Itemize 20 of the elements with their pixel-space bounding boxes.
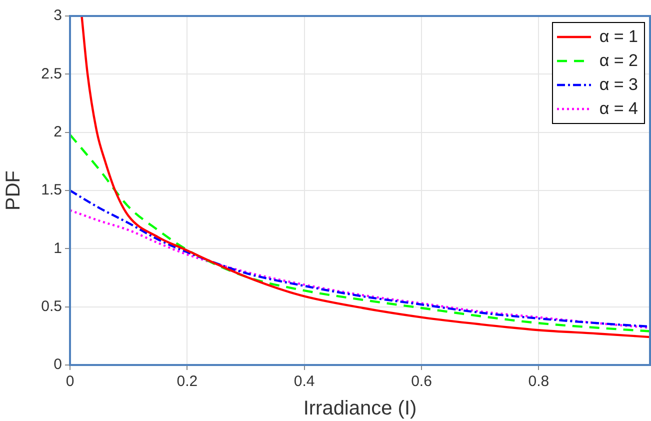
y-tick-label: 2.5: [41, 65, 62, 82]
x-tick-label: 0.8: [528, 373, 550, 390]
x-axis-title: Irradiance (I): [303, 398, 417, 420]
y-tick-label: 1.5: [41, 182, 62, 199]
y-tick-label: 1: [54, 240, 62, 257]
legend-label: α = 1: [599, 27, 638, 47]
x-tick-label: 0.6: [411, 373, 432, 390]
y-tick-label: 0.5: [41, 298, 62, 315]
legend-label: α = 2: [599, 51, 638, 71]
y-tick-label: 3: [54, 7, 62, 24]
y-axis-title: PDF: [2, 170, 25, 210]
y-tick-label: 2: [54, 123, 62, 140]
x-tick-label: 0: [66, 373, 74, 390]
legend-label: α = 4: [599, 99, 638, 119]
y-tick-label: 0: [54, 356, 62, 374]
x-tick-label: 0.4: [294, 373, 315, 390]
legend-label: α = 3: [599, 75, 638, 95]
line-series: [80, 16, 650, 338]
line-series: [70, 134, 650, 332]
x-tick-label: 0.2: [176, 373, 198, 390]
